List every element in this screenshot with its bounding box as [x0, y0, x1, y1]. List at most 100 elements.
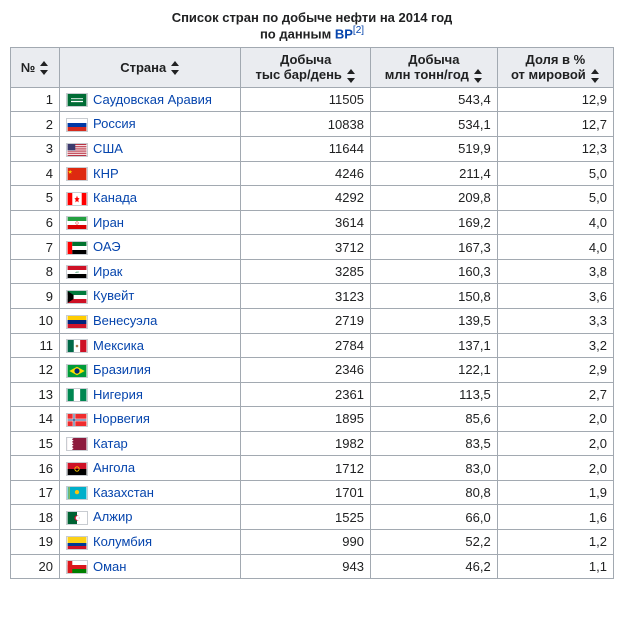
rank-cell: 20 — [11, 554, 60, 579]
country-cell: Канада — [60, 186, 241, 211]
country-cell: Иран — [60, 210, 241, 235]
tons-cell: 139,5 — [370, 308, 497, 333]
barrels-cell: 1525 — [241, 505, 371, 530]
tons-cell: 113,5 — [370, 382, 497, 407]
country-cell: Ангола — [60, 456, 241, 481]
country-link[interactable]: Ирак — [93, 264, 123, 279]
country-cell: Катар — [60, 431, 241, 456]
country-link[interactable]: Оман — [93, 559, 126, 574]
flag-icon — [66, 437, 88, 451]
caption-source-link[interactable]: BP — [335, 26, 353, 41]
share-cell: 4,0 — [497, 210, 613, 235]
share-cell: 2,0 — [497, 456, 613, 481]
rank-cell: 12 — [11, 358, 60, 383]
caption-line2-prefix: по данным — [260, 26, 335, 41]
barrels-cell: 2784 — [241, 333, 371, 358]
country-link[interactable]: ОАЭ — [93, 239, 121, 254]
tons-cell: 83,0 — [370, 456, 497, 481]
country-cell: Алжир — [60, 505, 241, 530]
rank-cell: 14 — [11, 407, 60, 432]
table-row: 15Катар198283,52,0 — [11, 431, 614, 456]
table-row: 9Кувейт3123150,83,6 — [11, 284, 614, 309]
svg-text:الله: الله — [75, 270, 79, 274]
col-rank-header[interactable]: № — [11, 48, 60, 88]
flag-icon — [66, 192, 88, 206]
barrels-cell: 1712 — [241, 456, 371, 481]
flag-icon — [66, 462, 88, 476]
share-cell: 5,0 — [497, 161, 613, 186]
country-cell: ОАЭ — [60, 235, 241, 260]
flag-icon — [66, 511, 88, 525]
barrels-cell: 1701 — [241, 480, 371, 505]
country-link[interactable]: Кувейт — [93, 288, 134, 303]
table-row: 17Казахстан170180,81,9 — [11, 480, 614, 505]
sort-icon — [170, 61, 180, 75]
share-cell: 3,2 — [497, 333, 613, 358]
table-row: 5Канада4292209,85,0 — [11, 186, 614, 211]
country-link[interactable]: Саудовская Аравия — [93, 92, 212, 107]
country-cell: الله Ирак — [60, 259, 241, 284]
rank-cell: 4 — [11, 161, 60, 186]
country-link[interactable]: Канада — [93, 190, 137, 205]
rank-cell: 6 — [11, 210, 60, 235]
table-row: 11Мексика2784137,13,2 — [11, 333, 614, 358]
country-cell: Кувейт — [60, 284, 241, 309]
flag-icon — [66, 241, 88, 255]
caption-reference-link[interactable]: [2] — [353, 25, 364, 36]
country-link[interactable]: Норвегия — [93, 411, 150, 426]
rank-cell: 19 — [11, 530, 60, 555]
country-cell: Венесуэла — [60, 308, 241, 333]
table-row: 3США11644519,912,3 — [11, 137, 614, 162]
col-tons-header[interactable]: Добычамлн тонн/год — [370, 48, 497, 88]
country-link[interactable]: Катар — [93, 436, 128, 451]
country-link[interactable]: Иран — [93, 215, 124, 230]
share-cell: 3,6 — [497, 284, 613, 309]
barrels-cell: 4246 — [241, 161, 371, 186]
barrels-cell: 10838 — [241, 112, 371, 137]
barrels-cell: 990 — [241, 530, 371, 555]
table-caption: Список стран по добыче нефти на 2014 год… — [10, 10, 614, 41]
flag-icon — [66, 167, 88, 181]
sort-icon — [346, 69, 356, 83]
country-link[interactable]: США — [93, 141, 123, 156]
col-share-header[interactable]: Доля в %от мировой — [497, 48, 613, 88]
table-row: 14Норвегия189585,62,0 — [11, 407, 614, 432]
country-link[interactable]: Ангола — [93, 460, 135, 475]
col-barrels-header[interactable]: Добычатыс бар/день — [241, 48, 371, 88]
barrels-cell: 3285 — [241, 259, 371, 284]
country-link[interactable]: КНР — [93, 166, 119, 181]
rank-cell: 5 — [11, 186, 60, 211]
country-link[interactable]: Казахстан — [93, 485, 154, 500]
country-link[interactable]: Венесуэла — [93, 313, 157, 328]
country-link[interactable]: Колумбия — [93, 534, 152, 549]
flag-icon: الله — [66, 265, 88, 279]
rank-cell: 16 — [11, 456, 60, 481]
country-cell: Норвегия — [60, 407, 241, 432]
col-country-header[interactable]: Страна — [60, 48, 241, 88]
country-link[interactable]: Бразилия — [93, 362, 151, 377]
country-cell: Нигерия — [60, 382, 241, 407]
rank-cell: 13 — [11, 382, 60, 407]
rank-cell: 11 — [11, 333, 60, 358]
table-row: 2Россия10838534,112,7 — [11, 112, 614, 137]
flag-icon — [66, 143, 88, 157]
flag-icon — [66, 413, 88, 427]
share-cell: 12,9 — [497, 87, 613, 112]
share-cell: 1,2 — [497, 530, 613, 555]
barrels-cell: 2346 — [241, 358, 371, 383]
sort-icon — [473, 69, 483, 83]
rank-cell: 10 — [11, 308, 60, 333]
country-link[interactable]: Россия — [93, 116, 136, 131]
country-link[interactable]: Алжир — [93, 509, 132, 524]
country-link[interactable]: Мексика — [93, 338, 144, 353]
table-row: 4КНР4246211,45,0 — [11, 161, 614, 186]
share-cell: 3,3 — [497, 308, 613, 333]
barrels-cell: 3614 — [241, 210, 371, 235]
barrels-cell: 11505 — [241, 87, 371, 112]
country-link[interactable]: Нигерия — [93, 387, 143, 402]
caption-line1: Список стран по добыче нефти на 2014 год — [172, 10, 453, 25]
tons-cell: 169,2 — [370, 210, 497, 235]
barrels-cell: 4292 — [241, 186, 371, 211]
country-cell: Россия — [60, 112, 241, 137]
tons-cell: 209,8 — [370, 186, 497, 211]
